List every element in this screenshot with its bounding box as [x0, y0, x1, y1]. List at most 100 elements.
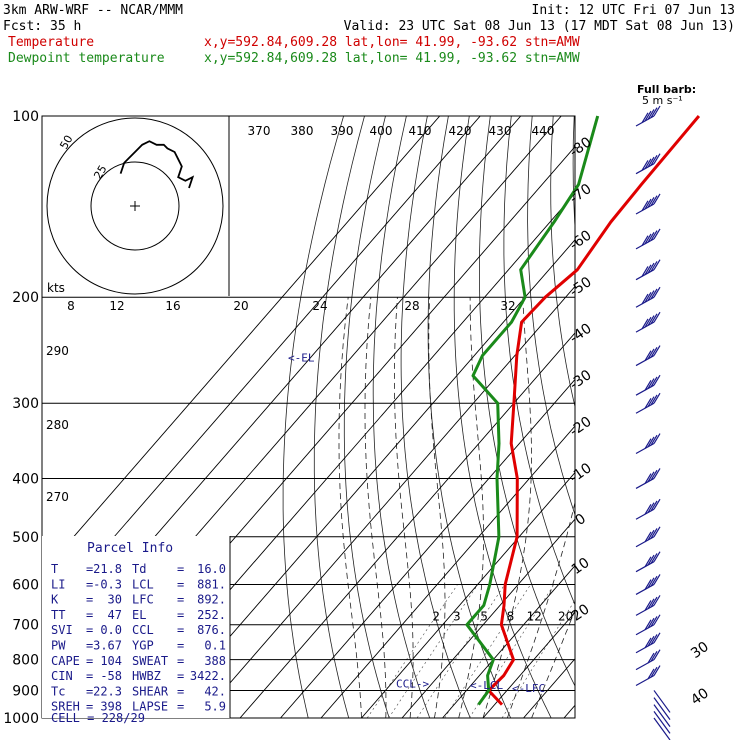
wind-barb-flag: [641, 112, 649, 124]
isotherm-line: [523, 658, 575, 718]
mixing-ratio-label: 20: [558, 610, 573, 624]
wind-barb-flag: [650, 528, 658, 539]
isotherm-line: [199, 285, 575, 718]
dry-adiabat-line: [453, 116, 552, 718]
wind-barb-flag: [644, 350, 652, 361]
mixing-ratio-label: 8: [507, 610, 515, 624]
hodograph-kts-tick: 16: [165, 299, 180, 313]
wind-barb: [635, 228, 661, 250]
wind-barb: [653, 690, 671, 713]
isotherm-label: 10: [569, 555, 593, 578]
mixing-ratio-label: 3: [453, 610, 461, 624]
pressure-tick-label: 100: [12, 109, 39, 125]
parcel-equals: =: [177, 639, 184, 653]
dry-adiabat-line: [343, 116, 390, 718]
parcel-key: EL: [132, 608, 146, 622]
wind-barb-flag: [650, 313, 658, 325]
wind-barb-flag: [647, 378, 655, 389]
isotherm-label: -20: [567, 414, 595, 440]
isotherm-line: [401, 518, 575, 718]
parcel-value: 398: [100, 700, 122, 714]
mixing-ratio-label: 12: [527, 610, 542, 624]
barb-legend-units: 5 m s⁻¹: [642, 94, 683, 107]
wind-barb-flag: [653, 193, 661, 205]
wind-barb: [653, 711, 671, 734]
parcel-value: 881.: [197, 577, 226, 591]
dry-adiabat-line: [721, 116, 740, 718]
wind-barb-flag: [647, 471, 655, 483]
parcel-info-title: Parcel Info: [87, 541, 173, 556]
parcel-value: 42.: [204, 684, 226, 698]
model-title: 3km ARW-WRF -- NCAR/MMM: [3, 3, 183, 18]
parcel-value: 892.: [197, 593, 226, 607]
wind-barb-flag: [653, 345, 661, 356]
level-mark: <-LCL: [470, 679, 503, 692]
parcel-equals: =: [86, 577, 93, 591]
dry-adiabat-line: [427, 116, 512, 718]
wind-barb-flag: [647, 290, 655, 301]
moist-adiabat-line: [482, 297, 532, 718]
wind-barb-staff: [653, 697, 671, 720]
wind-barb: [635, 526, 661, 548]
parcel-equals: =: [86, 654, 93, 668]
dewpoint-legend-label: Dewpoint temperature: [8, 51, 165, 66]
wind-barb-flag: [650, 376, 658, 388]
mixing-ratio-label: 5: [480, 610, 488, 624]
moist-adiabat-line: [506, 500, 575, 718]
parcel-equals: =: [86, 562, 93, 576]
wind-barb-flag: [653, 468, 661, 479]
dry-adiabat-line: [527, 116, 575, 516]
parcel-key: SREH: [51, 700, 80, 714]
wind-barb: [635, 551, 661, 573]
wind-barb-flag: [644, 531, 652, 543]
wind-barb: [635, 345, 661, 367]
isotherm-label: 40: [688, 685, 712, 708]
wind-barb-flag: [644, 504, 652, 515]
dry-adiabat-line: [700, 116, 740, 718]
wind-barb-flag: [653, 374, 661, 386]
isotherm-line: [442, 565, 575, 718]
mixing-ratio-line: [366, 584, 458, 718]
wind-barb-flag: [647, 262, 655, 274]
pressure-tick-label: 400: [12, 471, 39, 487]
wind-barb: [635, 259, 661, 281]
parcel-panel-bg: [42, 536, 230, 718]
wind-barb-flag: [644, 556, 652, 568]
wind-barb-flag: [653, 614, 661, 626]
wind-barb: [635, 153, 661, 175]
wind-barb-flag: [650, 230, 658, 241]
isotherm-label: 30: [688, 639, 712, 662]
wind-barb-flag: [650, 575, 658, 587]
hodograph-ring: [46, 117, 224, 295]
pressure-tick-label: 900: [12, 683, 39, 699]
wind-barb-flag: [653, 153, 661, 164]
wind-barb-flag: [644, 619, 652, 631]
parcel-equals: =: [86, 684, 93, 698]
hodograph-ring: [90, 161, 180, 251]
wind-barb-flag: [647, 529, 655, 541]
wind-barb-flag: [647, 197, 655, 208]
parcel-equals: =: [86, 669, 93, 683]
wind-barb-flag: [653, 574, 661, 585]
parcel-equals: =: [177, 700, 184, 714]
wind-barb-flag: [650, 107, 658, 119]
top-theta-label: 400: [370, 124, 393, 138]
wind-barb: [635, 595, 661, 616]
wind-barb-flag: [644, 637, 652, 649]
isotherm-line: [280, 378, 575, 718]
dry-adiabat-line: [595, 116, 740, 718]
wind-barb-flag: [644, 158, 652, 170]
parcel-value: -58: [100, 669, 122, 683]
wind-barb-staff: [653, 690, 671, 713]
top-theta-label: 380: [291, 124, 314, 138]
parcel-value: 21.8: [93, 562, 122, 576]
parcel-key: SVI: [51, 623, 73, 637]
theta-label: 280: [46, 418, 69, 432]
parcel-equals: =: [86, 639, 93, 653]
parcel-key: LCL: [132, 577, 154, 591]
wind-barb-flag: [653, 392, 661, 404]
parcel-equals: =: [177, 562, 184, 576]
moist-adiabat-line: [428, 297, 446, 718]
wind-barb-flag: [650, 261, 658, 272]
wind-barb: [635, 498, 661, 520]
